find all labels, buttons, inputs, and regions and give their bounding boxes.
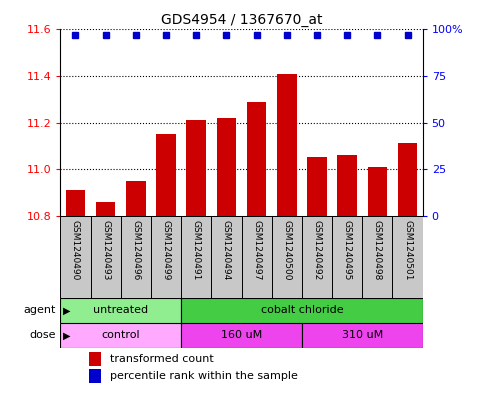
Bar	[307, 157, 327, 215]
Bar	[186, 120, 206, 215]
Bar	[368, 167, 387, 215]
Text: 310 uM: 310 uM	[341, 331, 383, 340]
Title: GDS4954 / 1367670_at: GDS4954 / 1367670_at	[161, 13, 322, 27]
Bar	[181, 298, 423, 323]
Text: GSM1240494: GSM1240494	[222, 220, 231, 280]
Bar	[242, 215, 271, 298]
Text: percentile rank within the sample: percentile rank within the sample	[110, 371, 298, 381]
Bar	[89, 369, 101, 383]
Bar	[302, 215, 332, 298]
Bar	[332, 215, 362, 298]
Text: GSM1240493: GSM1240493	[101, 220, 110, 280]
Bar	[181, 323, 302, 348]
Bar	[60, 215, 91, 298]
Text: GSM1240501: GSM1240501	[403, 220, 412, 280]
Bar	[337, 155, 357, 215]
Bar	[126, 181, 146, 215]
Bar	[362, 215, 393, 298]
Bar	[89, 352, 101, 366]
Text: GSM1240497: GSM1240497	[252, 220, 261, 280]
Bar	[247, 101, 267, 215]
Bar	[271, 215, 302, 298]
Bar	[60, 298, 181, 323]
Bar	[181, 215, 212, 298]
Bar	[96, 202, 115, 215]
Text: GSM1240491: GSM1240491	[192, 220, 201, 280]
Bar	[212, 215, 242, 298]
Text: GSM1240495: GSM1240495	[342, 220, 352, 280]
Bar	[398, 143, 417, 215]
Bar	[91, 215, 121, 298]
Text: transformed count: transformed count	[110, 354, 214, 364]
Text: GSM1240498: GSM1240498	[373, 220, 382, 280]
Bar	[66, 190, 85, 215]
Text: GSM1240499: GSM1240499	[161, 220, 170, 280]
Bar	[302, 323, 423, 348]
Text: 160 uM: 160 uM	[221, 331, 262, 340]
Text: dose: dose	[29, 331, 56, 340]
Bar	[216, 118, 236, 215]
Text: cobalt chloride: cobalt chloride	[260, 305, 343, 315]
Text: agent: agent	[23, 305, 56, 315]
Bar	[277, 73, 297, 215]
Bar	[60, 323, 181, 348]
Text: untreated: untreated	[93, 305, 148, 315]
Bar	[121, 215, 151, 298]
Bar	[393, 215, 423, 298]
Bar	[151, 215, 181, 298]
Text: ▶: ▶	[63, 305, 71, 315]
Text: control: control	[101, 331, 140, 340]
Text: ▶: ▶	[63, 331, 71, 340]
Text: GSM1240492: GSM1240492	[313, 220, 322, 280]
Text: GSM1240496: GSM1240496	[131, 220, 141, 280]
Text: GSM1240500: GSM1240500	[282, 220, 291, 280]
Text: GSM1240490: GSM1240490	[71, 220, 80, 280]
Bar	[156, 134, 176, 215]
